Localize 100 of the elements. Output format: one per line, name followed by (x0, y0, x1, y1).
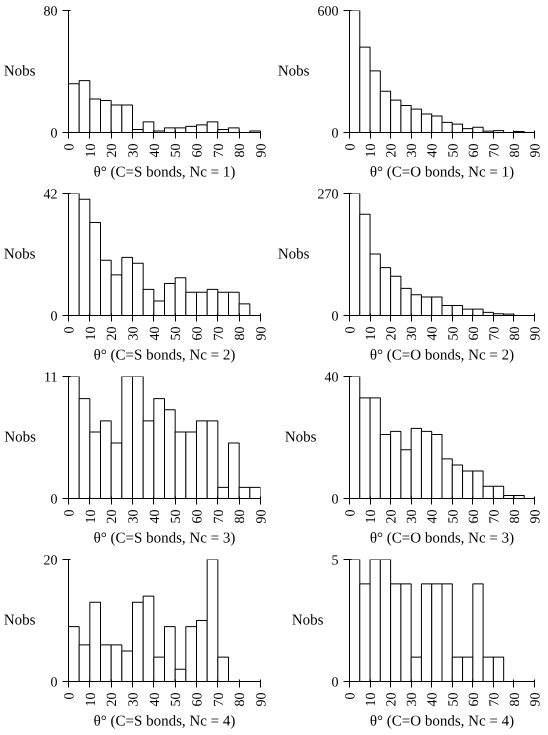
x-tick-label: 60 (466, 326, 482, 340)
x-tick-label: 0 (62, 692, 78, 700)
x-axis-title: θ° (C=S bonds, Nc = 2) (94, 348, 236, 364)
x-tick-label: 60 (466, 510, 482, 524)
x-axis-title: θ° (C=O bonds, Nc = 1) (370, 164, 514, 180)
y-tick-label: 5 (332, 554, 338, 568)
x-tick-label: 80 (508, 144, 523, 158)
x-tick-label: 80 (233, 326, 248, 340)
x-tick-label: 40 (426, 510, 441, 524)
x-tick-label: 0 (344, 326, 358, 334)
x-tick-label: 30 (126, 326, 142, 340)
x-tick-label: 30 (126, 510, 142, 524)
x-tick-label: 20 (105, 510, 120, 524)
x-tick-label: 50 (169, 510, 184, 524)
x-tick-label: 10 (364, 144, 380, 158)
x-tick-label: 70 (212, 510, 227, 524)
x-tick-label: 10 (364, 510, 380, 524)
x-tick-label: 90 (528, 326, 544, 340)
x-tick-label: 90 (254, 326, 270, 340)
x-tick-label: 90 (254, 510, 270, 524)
x-tick-label: 50 (446, 692, 462, 706)
x-tick-label: 60 (190, 144, 206, 158)
x-tick-label: 40 (426, 144, 441, 158)
x-tick-label: 70 (487, 144, 502, 158)
x-tick-label: 10 (84, 692, 99, 706)
x-axis-title: θ° (C=S bonds, Nc = 3) (94, 530, 236, 546)
x-tick-label: 40 (148, 510, 163, 524)
x-tick-label: 20 (384, 692, 400, 706)
x-tick-label: 40 (426, 326, 441, 340)
x-tick-label: 90 (528, 510, 544, 524)
y-axis-title: Nobs (4, 246, 36, 262)
x-tick-label: 60 (190, 510, 206, 524)
x-tick-label: 30 (405, 510, 420, 524)
x-tick-label: 80 (233, 144, 248, 158)
y-axis-title: Nobs (4, 64, 36, 80)
x-tick-label: 40 (148, 692, 163, 706)
x-tick-label: 40 (148, 326, 163, 340)
x-tick-label: 50 (446, 144, 462, 158)
x-tick-label: 20 (105, 692, 120, 706)
x-tick-label: 60 (190, 326, 206, 340)
x-tick-label: 80 (233, 692, 248, 706)
x-axis-title: θ° (C=O bonds, Nc = 3) (370, 530, 514, 546)
x-tick-label: 90 (528, 144, 544, 158)
x-tick-label: 70 (212, 144, 227, 158)
x-tick-label: 70 (487, 692, 502, 706)
x-tick-label: 50 (169, 144, 184, 158)
x-tick-label: 40 (426, 692, 441, 706)
x-tick-label: 70 (212, 692, 227, 706)
x-tick-label: 0 (62, 326, 78, 334)
x-tick-label: 60 (190, 692, 206, 706)
y-axis-title: Nobs (292, 612, 324, 628)
x-tick-label: 90 (528, 692, 544, 706)
x-tick-label: 40 (148, 144, 163, 158)
x-tick-label: 0 (344, 510, 358, 516)
x-axis-title: θ° (C=S bonds, Nc = 4) (94, 714, 236, 730)
x-tick-label: 60 (466, 144, 482, 158)
x-tick-label: 0 (344, 144, 358, 150)
x-tick-label: 30 (405, 144, 420, 158)
x-tick-label: 30 (405, 326, 420, 340)
y-axis-title: Nobs (4, 612, 36, 628)
x-tick-label: 70 (487, 326, 502, 340)
x-tick-label: 0 (62, 510, 78, 516)
x-tick-label: 10 (84, 326, 99, 340)
x-tick-label: 90 (254, 692, 270, 706)
x-tick-label: 20 (384, 144, 400, 158)
x-tick-label: 10 (364, 326, 380, 340)
x-tick-label: 30 (126, 692, 142, 706)
y-tick-label: 42 (44, 188, 58, 202)
x-tick-label: 30 (126, 144, 142, 158)
y-tick-label: 270 (318, 188, 338, 202)
y-axis-title: Nobs (284, 430, 317, 446)
x-tick-label: 10 (364, 692, 380, 706)
x-tick-label: 20 (384, 326, 400, 340)
x-tick-label: 20 (384, 510, 400, 524)
y-axis-title: Nobs (278, 246, 310, 262)
x-tick-label: 10 (84, 144, 99, 158)
x-axis-title: θ° (C=O bonds, Nc = 2) (370, 348, 514, 364)
x-tick-label: 60 (466, 692, 482, 706)
x-tick-label: 80 (508, 326, 523, 340)
x-tick-label: 80 (508, 510, 523, 524)
x-tick-label: 70 (487, 510, 502, 524)
x-tick-label: 30 (405, 692, 420, 706)
x-tick-label: 50 (446, 510, 462, 524)
x-tick-label: 0 (344, 692, 358, 700)
y-tick-label: 20 (44, 554, 58, 568)
y-tick-label: 11 (44, 370, 58, 386)
x-tick-label: 50 (169, 326, 184, 340)
x-tick-label: 70 (212, 326, 227, 340)
y-axis-title: Nobs (4, 430, 36, 446)
x-tick-label: 90 (254, 144, 270, 158)
x-axis-title: θ° (C=S bonds, Nc = 1) (94, 164, 236, 180)
y-tick-label: 600 (318, 4, 338, 20)
x-tick-label: 20 (105, 326, 120, 340)
x-tick-label: 0 (62, 144, 78, 150)
y-tick-label: 80 (44, 4, 58, 20)
y-axis-title: Nobs (278, 64, 310, 80)
x-tick-label: 20 (105, 144, 120, 158)
x-axis-title: θ° (C=O bonds, Nc = 4) (370, 714, 514, 730)
x-tick-label: 50 (446, 326, 462, 340)
x-tick-label: 80 (508, 692, 523, 706)
